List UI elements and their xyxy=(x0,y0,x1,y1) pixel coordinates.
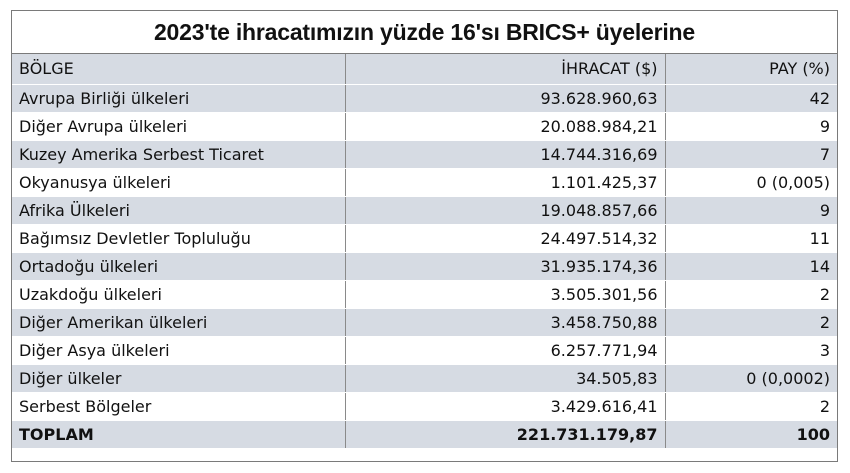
table-body: Avrupa Birliği ülkeleri 93.628.960,63 42 Di… xyxy=(12,84,837,421)
table-row: Bağımsız Devletler Topluluğu 24.497.514,3… xyxy=(12,224,837,253)
table-title: 2023'te ihracatımızın yüzde 16'sı BRICS+… xyxy=(12,11,837,54)
row-region-cell: Uzakdoğu ülkeleri xyxy=(12,280,346,309)
row-share-cell: 7 xyxy=(665,140,837,169)
table-row: Afrika Ülkeleri 19.048.857,66 9 xyxy=(12,196,837,225)
row-region-cell: Serbest Bölgeler xyxy=(12,392,346,421)
row-region-cell: Afrika Ülkeleri xyxy=(12,196,346,225)
table-row: Serbest Bölgeler 3.429.616,41 2 xyxy=(12,392,837,421)
row-region-cell: Diğer Avrupa ülkeleri xyxy=(12,112,346,141)
row-export-cell: 31.935.174,36 xyxy=(345,252,666,281)
table-row: Kuzey Amerika Serbest Ticaret 14.744.316,… xyxy=(12,140,837,169)
row-region-cell: Kuzey Amerika Serbest Ticaret xyxy=(12,140,346,169)
table-row: Okyanusya ülkeleri 1.101.425,37 0 (0,005) xyxy=(12,168,837,197)
row-region-cell: Okyanusya ülkeleri xyxy=(12,168,346,197)
row-export-cell: 3.429.616,41 xyxy=(345,392,666,421)
total-share: 100 xyxy=(665,420,837,448)
table-row: Diğer Avrupa ülkeleri 20.088.984,21 9 xyxy=(12,112,837,141)
row-region-cell: Diğer Amerikan ülkeleri xyxy=(12,308,346,337)
table-total-row: TOPLAM 221.731.179,87 100 xyxy=(12,420,837,448)
table-row: Diğer Asya ülkeleri 6.257.771,94 3 xyxy=(12,336,837,365)
table-row: Diğer ülkeler 34.505,83 0 (0,0002) xyxy=(12,364,837,393)
row-export-cell: 19.048.857,66 xyxy=(345,196,666,225)
export-table-card: 2023'te ihracatımızın yüzde 16'sı BRICS+… xyxy=(11,10,838,462)
row-share-cell: 14 xyxy=(665,252,837,281)
table-row: Diğer Amerikan ülkeleri 3.458.750,88 2 xyxy=(12,308,837,337)
row-region-cell: Diğer ülkeler xyxy=(12,364,346,393)
row-share-cell: 2 xyxy=(665,392,837,421)
row-share-cell: 2 xyxy=(665,308,837,337)
table-row: Avrupa Birliği ülkeleri 93.628.960,63 42 xyxy=(12,84,837,113)
table-row: Ortadoğu ülkeleri 31.935.174,36 14 xyxy=(12,252,837,281)
row-export-cell: 6.257.771,94 xyxy=(345,336,666,365)
row-export-cell: 3.458.750,88 xyxy=(345,308,666,337)
column-header-region: BÖLGE xyxy=(12,54,346,85)
row-share-cell: 0 (0,005) xyxy=(665,168,837,197)
row-export-cell: 20.088.984,21 xyxy=(345,112,666,141)
table-header-row: BÖLGE İHRACAT ($) PAY (%) xyxy=(12,54,837,85)
row-share-cell: 42 xyxy=(665,84,837,113)
row-export-cell: 1.101.425,37 xyxy=(345,168,666,197)
row-region-cell: Diğer Asya ülkeleri xyxy=(12,336,346,365)
row-export-cell: 3.505.301,56 xyxy=(345,280,666,309)
column-header-export: İHRACAT ($) xyxy=(345,54,666,85)
row-export-cell: 93.628.960,63 xyxy=(345,84,666,113)
column-header-share: PAY (%) xyxy=(665,54,837,85)
row-share-cell: 9 xyxy=(665,196,837,225)
row-export-cell: 14.744.316,69 xyxy=(345,140,666,169)
table-row: Uzakdoğu ülkeleri 3.505.301,56 2 xyxy=(12,280,837,309)
row-share-cell: 9 xyxy=(665,112,837,141)
row-share-cell: 0 (0,0002) xyxy=(665,364,837,393)
row-export-cell: 24.497.514,32 xyxy=(345,224,666,253)
row-region-cell: Bağımsız Devletler Topluluğu xyxy=(12,224,346,253)
row-region-cell: Avrupa Birliği ülkeleri xyxy=(12,84,346,113)
total-export: 221.731.179,87 xyxy=(345,420,666,448)
row-share-cell: 2 xyxy=(665,280,837,309)
row-share-cell: 3 xyxy=(665,336,837,365)
export-table: BÖLGE İHRACAT ($) PAY (%) Avrupa Birliği… xyxy=(12,54,837,448)
total-label: TOPLAM xyxy=(12,420,346,448)
row-export-cell: 34.505,83 xyxy=(345,364,666,393)
row-region-cell: Ortadoğu ülkeleri xyxy=(12,252,346,281)
row-share-cell: 11 xyxy=(665,224,837,253)
